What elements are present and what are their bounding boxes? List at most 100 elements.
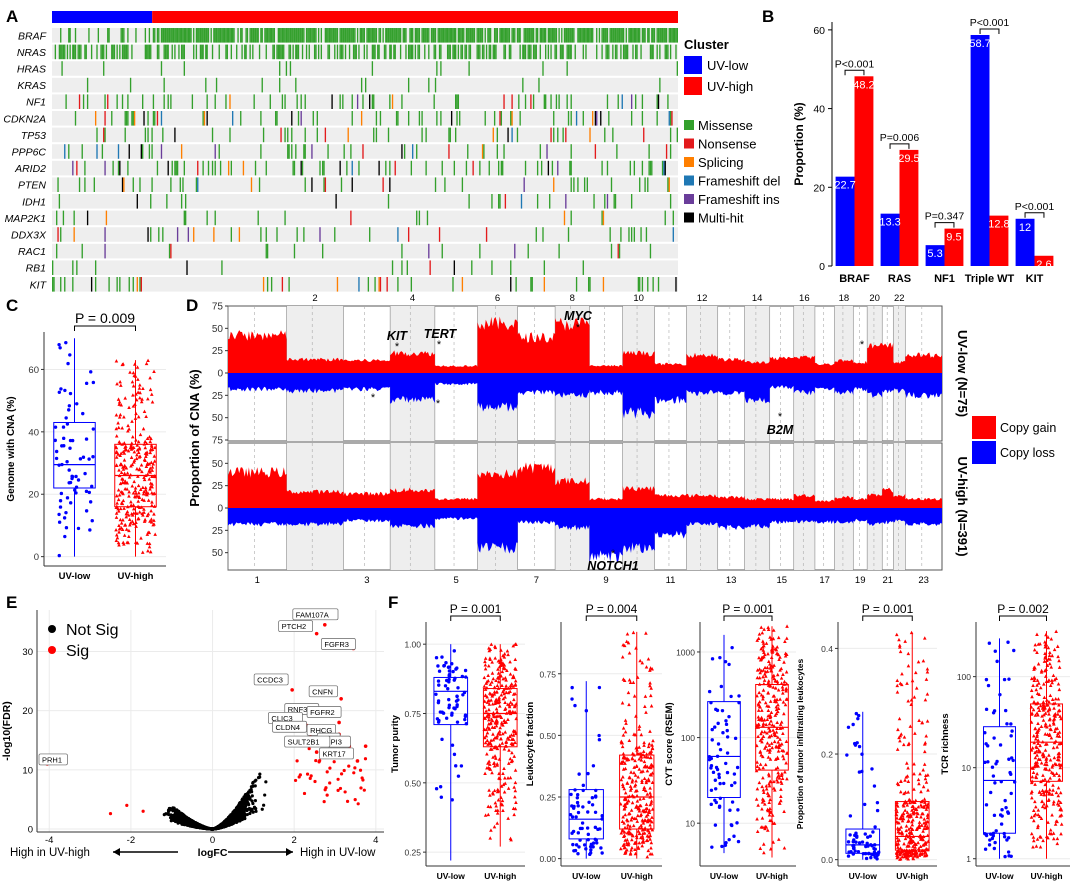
data-point [149, 517, 154, 521]
data-point [114, 434, 119, 438]
mutation-mark [344, 28, 347, 43]
mutation-mark [225, 44, 227, 60]
mutation-mark [205, 77, 207, 93]
gene-label-box [284, 735, 331, 748]
data-point [488, 741, 493, 745]
data-point [117, 415, 122, 419]
mutation-mark [422, 28, 425, 43]
mutation-mark [440, 28, 442, 43]
mutation-mark [553, 127, 555, 143]
mutation-mark [221, 260, 223, 275]
mutation-mark [197, 177, 199, 192]
annotation-star: * [611, 548, 616, 560]
mutation-mark [254, 28, 257, 43]
mutation-mark [643, 127, 645, 143]
mutation-mark [549, 194, 551, 209]
data-point [499, 663, 504, 667]
data-point [146, 358, 150, 363]
data-point [485, 730, 490, 735]
data-point [150, 491, 154, 495]
data-point [54, 449, 59, 454]
data-point [142, 507, 146, 511]
data-point [120, 476, 124, 481]
data-point [61, 425, 66, 429]
data-point [507, 704, 512, 709]
data-point [127, 517, 132, 522]
mutation-mark [313, 28, 316, 43]
mutation-mark [351, 160, 353, 176]
data-point [132, 373, 137, 378]
mutation-mark [301, 160, 304, 176]
data-point [129, 455, 134, 459]
mutation-mark [455, 44, 457, 60]
mutation-mark [609, 227, 611, 242]
data-point [497, 676, 501, 680]
mutation-mark [661, 160, 664, 176]
data-point [440, 737, 444, 742]
mutation-mark [664, 28, 666, 43]
data-point [120, 442, 124, 446]
bar-value-label: 22.7 [834, 180, 855, 192]
mutation-mark [351, 177, 353, 192]
data-point [114, 449, 119, 454]
data-point [241, 814, 245, 818]
mutation-mark [450, 111, 453, 126]
mutation-mark [58, 44, 61, 60]
data-point [83, 471, 87, 476]
data-point [122, 441, 127, 445]
data-point [444, 716, 449, 720]
mutation-mark [457, 28, 460, 43]
data-point [131, 370, 136, 375]
data-point [571, 829, 576, 834]
annotation-star: * [436, 398, 441, 410]
mutation-mark [351, 28, 353, 43]
mutation-mark [142, 94, 144, 109]
mutation-mark [319, 160, 321, 176]
mutation-mark [193, 227, 195, 242]
mutation-mark [60, 28, 62, 43]
data-point [194, 821, 198, 825]
mutation-mark [663, 160, 665, 176]
oncoprint-row [52, 160, 678, 176]
cluster-legend-title: Cluster [684, 37, 729, 52]
mutation-mark [639, 28, 641, 43]
mutation-mark [88, 28, 90, 43]
mutation-mark [274, 111, 277, 126]
mutation-mark [578, 28, 580, 43]
mutation-legend-swatch [684, 120, 694, 130]
data-point [504, 711, 509, 715]
mutation-mark [434, 44, 437, 60]
gene-label: SULT2B1 [288, 738, 320, 747]
gene-label: FAM107A [296, 610, 329, 619]
mutation-mark [300, 160, 302, 176]
legend-dot-sig [48, 646, 56, 654]
data-point [114, 527, 118, 532]
gene-label: KRAS [17, 80, 46, 92]
mutation-mark [601, 210, 603, 226]
p-value-label: P<0.001 [1015, 201, 1055, 213]
mutation-mark [319, 227, 321, 242]
data-point [501, 731, 505, 736]
x-tick-label: -2 [127, 835, 135, 846]
data-point [503, 700, 507, 705]
data-point [361, 778, 365, 782]
mutation-mark [60, 227, 62, 242]
data-point [254, 809, 258, 813]
mutation-mark [570, 177, 572, 192]
data-point [462, 690, 467, 695]
mutation-mark [637, 28, 640, 43]
mutation-mark [86, 210, 89, 226]
mutation-mark [468, 61, 470, 76]
mutation-mark [270, 28, 273, 43]
chromosome-label-bottom: 23 [918, 575, 929, 586]
mutation-mark [363, 28, 365, 43]
chromosome-label-bottom: 5 [454, 575, 459, 586]
mutation-mark [449, 127, 451, 143]
data-point [114, 426, 119, 431]
mutation-mark [480, 28, 482, 43]
data-point [482, 727, 487, 731]
data-point [57, 520, 62, 524]
data-point [336, 777, 340, 781]
mutation-mark [312, 111, 314, 126]
mutation-mark [86, 77, 89, 93]
